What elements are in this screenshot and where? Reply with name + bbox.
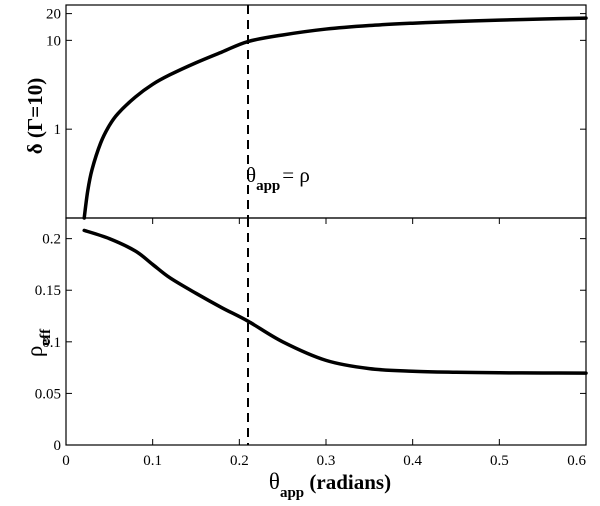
top-y-axis-label: δ (Γ=10) <box>23 78 47 154</box>
bottom-plot-frame <box>65 217 587 446</box>
top-plot-frame <box>65 4 587 219</box>
top-y-tick-label: 10 <box>46 33 61 49</box>
top-y-ticks: 1 10 20 <box>46 7 586 138</box>
x-axis-label: θapp (radians) <box>269 469 391 501</box>
x-tick-label: 0.3 <box>317 453 336 469</box>
bottom-panel: 0 0.05 0.1 0.15 0.2 0 0.1 0.2 0.3 0.4 0.5 0.6 <box>35 217 588 469</box>
bottom-y-tick-label: 0.05 <box>35 386 61 402</box>
theta-equals-rho-annotation: θapp= ρ <box>246 163 310 194</box>
x-theta-symbol: θ <box>269 469 280 494</box>
delta-curve <box>82 16 588 220</box>
bottom-y-axis-label: ρeff <box>22 328 54 357</box>
rho-eff-curve <box>82 228 588 375</box>
x-tick-label: 0 <box>62 453 70 469</box>
x-tick-label: 0.4 <box>403 453 422 469</box>
bottom-y-tick-label: 0.2 <box>42 232 61 248</box>
annotation-rest: = ρ <box>282 163 310 187</box>
bottom-y-tick-label: 0.1 <box>42 335 61 351</box>
rho-symbol: ρ <box>22 346 47 357</box>
bottom-y-tick-label: 0 <box>54 438 62 454</box>
bottom-y-tick-label: 0.15 <box>35 283 61 299</box>
top-y-tick-label: 1 <box>54 122 62 138</box>
annotation-theta: θ <box>246 163 256 187</box>
x-tick-label: 0.2 <box>230 453 249 469</box>
top-y-tick-label: 20 <box>46 7 61 23</box>
top-panel: 1 10 20 <box>46 4 588 220</box>
x-tick-label: 0.1 <box>143 453 162 469</box>
x-tick-label: 0.6 <box>567 453 586 469</box>
x-units: (radians) <box>304 470 391 494</box>
bottom-axis-ticks: 0 0.05 0.1 0.15 0.2 0 0.1 0.2 0.3 0.4 0.5 0.6 <box>35 218 587 469</box>
x-subscript: app <box>280 485 304 501</box>
x-tick-label: 0.5 <box>490 453 509 469</box>
rho-subscript: eff <box>38 328 54 346</box>
annotation-subscript: app <box>256 178 280 194</box>
